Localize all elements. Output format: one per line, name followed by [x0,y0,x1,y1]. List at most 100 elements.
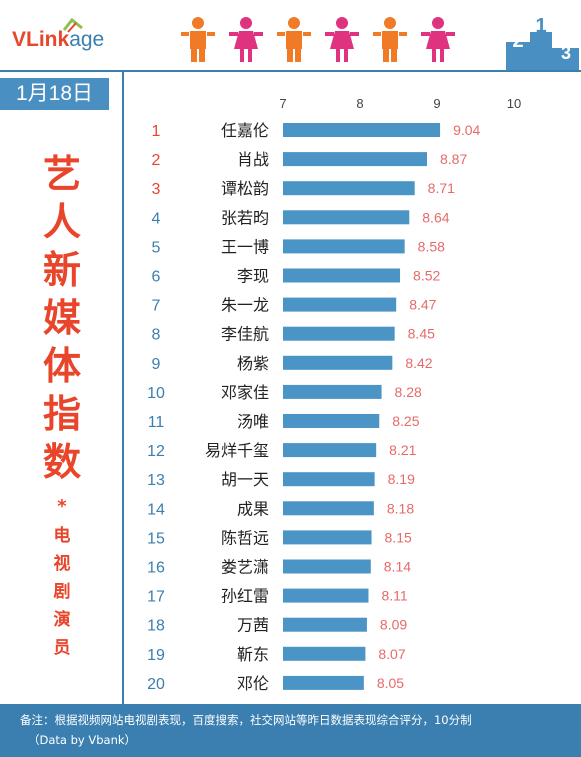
rank-label: 2 [152,152,161,169]
rank-label: 9 [152,356,161,373]
podium-icon: 1 2 3 [506,16,579,70]
bar [283,675,364,690]
ranking-bar-chart: 7 8 9 10 1 任嘉伦 9.04 2 肖战 8.87 3 谭松韵 8.71 4 张若昀 8.64 5 王一博… [147,96,521,693]
people-icons [181,17,455,62]
title-char: 人 [42,200,81,244]
artist-name: 胡一天 [221,470,269,489]
value-label: 8.28 [395,384,422,400]
footer-note: 备注：根据视频网站电视剧表现，百度搜索，社交网站等昨日数据表现综合评分，10分制 [20,713,472,727]
left-panel [0,72,124,704]
title-char: 指 [42,392,81,436]
footer-credit: （Data by Vbank） [28,733,137,747]
title-char: 体 [42,344,81,388]
vertical-subtitle: 电视剧演员 [0,522,124,662]
artist-name: 肖战 [237,150,269,169]
bar [283,646,366,661]
bar [283,414,380,428]
rank-label: 1 [152,123,161,140]
rank-label: 18 [147,618,165,635]
header-divider [0,70,581,72]
rank-label: 15 [147,530,165,547]
artist-name: 朱一龙 [221,296,269,315]
x-tick-label: 10 [507,96,521,111]
value-label: 8.14 [384,559,411,575]
value-label: 9.04 [453,122,480,138]
date-badge: 1月18日 [0,78,109,110]
artist-name: 李现 [237,267,269,286]
male-person-icon [373,17,407,62]
artist-name: 万茜 [237,616,269,635]
value-label: 8.64 [422,209,449,225]
value-label: 8.11 [381,588,407,604]
rank-label: 12 [147,443,165,460]
title-char: 数 [42,440,81,484]
subtitle-char: 剧 [53,582,71,602]
bar [283,239,405,254]
rank-label: 10 [147,385,165,402]
rank-label: 6 [152,269,161,286]
podium-second: 2 [512,30,523,52]
artist-name: 谭松韵 [221,179,269,198]
female-person-icon [421,17,455,62]
bar [283,472,375,487]
logo-tail: age [69,28,105,51]
rank-label: 3 [152,181,161,198]
artist-name: 王一博 [221,237,269,256]
rank-label: 7 [152,298,161,315]
male-person-icon [277,17,311,62]
vertical-title: 艺人新媒体指数 [0,150,124,486]
value-label: 8.52 [413,268,440,284]
title-char: 新 [42,248,81,292]
bar [283,152,427,167]
rank-label: 8 [152,327,161,344]
logo-mark-icon [62,18,83,33]
bar [283,530,372,545]
artist-name: 陈哲远 [221,528,269,547]
podium-first: 1 [535,16,546,37]
title-char: 艺 [42,152,81,196]
rank-label: 13 [147,472,165,489]
x-tick-label: 9 [433,96,440,111]
value-label: 8.71 [428,180,455,196]
artist-name: 张若昀 [221,208,269,227]
value-label: 8.07 [378,646,405,662]
artist-name: 汤唯 [237,412,269,431]
artist-name: 杨紫 [237,354,269,373]
bar [283,268,401,283]
bar [283,297,397,312]
logo-main: VLink [12,28,70,51]
rank-label: 11 [148,414,165,431]
footer: 备注：根据视频网站电视剧表现，百度搜索，社交网站等昨日数据表现综合评分，10分制… [0,704,581,757]
header: VLinkage 1 2 3 [0,0,581,72]
artist-name: 李佳航 [221,325,269,344]
bar [283,588,369,603]
bar [283,443,377,458]
value-label: 8.42 [405,355,432,371]
artist-name: 娄艺潇 [221,558,269,577]
artist-name: 成果 [237,499,269,518]
value-label: 8.87 [440,151,467,167]
bar [283,210,410,225]
bar [283,617,367,632]
title-asterisk: * [57,496,67,517]
bar [283,123,441,137]
value-label: 8.18 [387,500,414,516]
vlinkage-logo[interactable]: VLinkage [12,28,104,52]
value-label: 8.25 [392,413,419,429]
artist-name: 孙红雷 [221,587,269,606]
bar [283,355,393,370]
artist-name: 易烊千玺 [205,441,269,460]
artist-name: 邓家佳 [221,383,269,402]
rank-label: 16 [147,560,165,577]
rank-label: 19 [147,647,165,664]
artist-name: 任嘉伦 [221,121,269,140]
bar [283,326,395,341]
value-label: 8.58 [418,238,445,254]
bar [283,559,371,574]
rank-label: 14 [147,501,165,518]
artist-name: 邓伦 [237,674,269,693]
value-label: 8.19 [388,471,415,487]
bar [283,384,382,399]
female-person-icon [325,17,359,62]
value-label: 8.47 [409,297,436,313]
